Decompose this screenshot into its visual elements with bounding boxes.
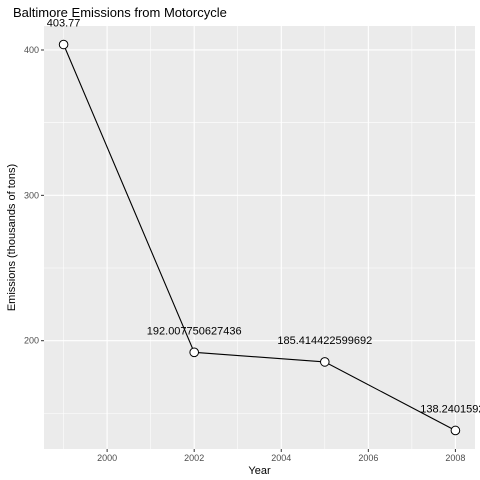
- x-tick-label: 2006: [358, 453, 378, 463]
- x-tick-label: 2000: [97, 453, 117, 463]
- data-label: 138.24015923: [420, 403, 480, 415]
- y-tick-label: 300: [24, 190, 39, 200]
- series-line: [63, 44, 456, 431]
- y-tick-label: 200: [24, 336, 39, 346]
- x-axis-label: Year: [248, 465, 271, 477]
- x-tick-label: 2008: [445, 453, 465, 463]
- grid-lines: [44, 26, 475, 449]
- plot-panel: [44, 26, 475, 449]
- chart-title: Baltimore Emissions from Motorcycle: [13, 5, 227, 20]
- y-tick-label: 400: [24, 45, 39, 55]
- series: [58, 39, 461, 436]
- y-axis-label: Emissions (thousands of tons): [6, 164, 18, 311]
- data-label: 185.414422599692: [277, 335, 372, 347]
- y-axis: 200 300 400: [24, 45, 44, 346]
- data-point: [320, 357, 330, 367]
- data-point: [58, 39, 69, 50]
- data-point: [189, 347, 199, 358]
- x-axis: 2000 2002 2004 2006 2008: [97, 449, 465, 463]
- data-labels: 403.77 192.007750627436 185.414422599692 13…: [47, 18, 480, 416]
- data-label: 403.77: [47, 18, 81, 30]
- x-tick-label: 2002: [184, 453, 204, 463]
- data-label: 192.007750627436: [147, 325, 242, 337]
- data-point: [450, 425, 461, 436]
- x-tick-label: 2004: [271, 453, 291, 463]
